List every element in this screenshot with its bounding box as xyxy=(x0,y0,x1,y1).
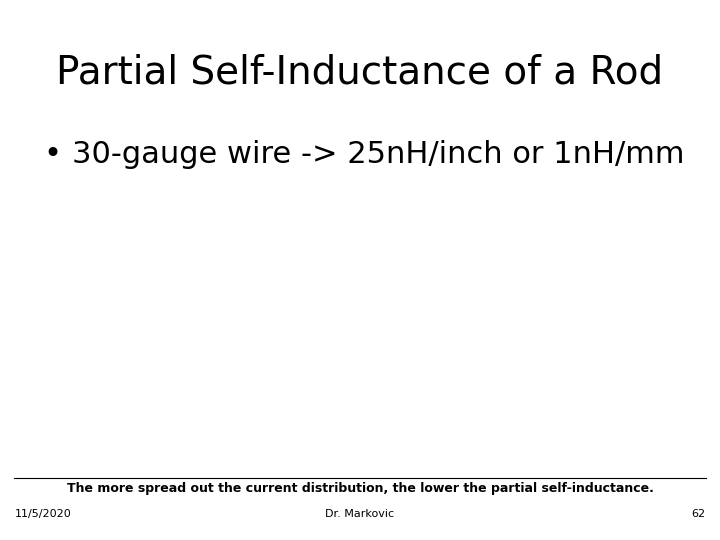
Text: 62: 62 xyxy=(691,509,706,519)
Text: •: • xyxy=(43,140,61,170)
Text: 30-gauge wire -> 25nH/inch or 1nH/mm: 30-gauge wire -> 25nH/inch or 1nH/mm xyxy=(72,140,685,170)
Text: Partial Self-Inductance of a Rod: Partial Self-Inductance of a Rod xyxy=(56,54,664,92)
Text: Dr. Markovic: Dr. Markovic xyxy=(325,509,395,519)
Text: 11/5/2020: 11/5/2020 xyxy=(14,509,71,519)
Text: The more spread out the current distribution, the lower the partial self-inducta: The more spread out the current distribu… xyxy=(66,482,654,495)
